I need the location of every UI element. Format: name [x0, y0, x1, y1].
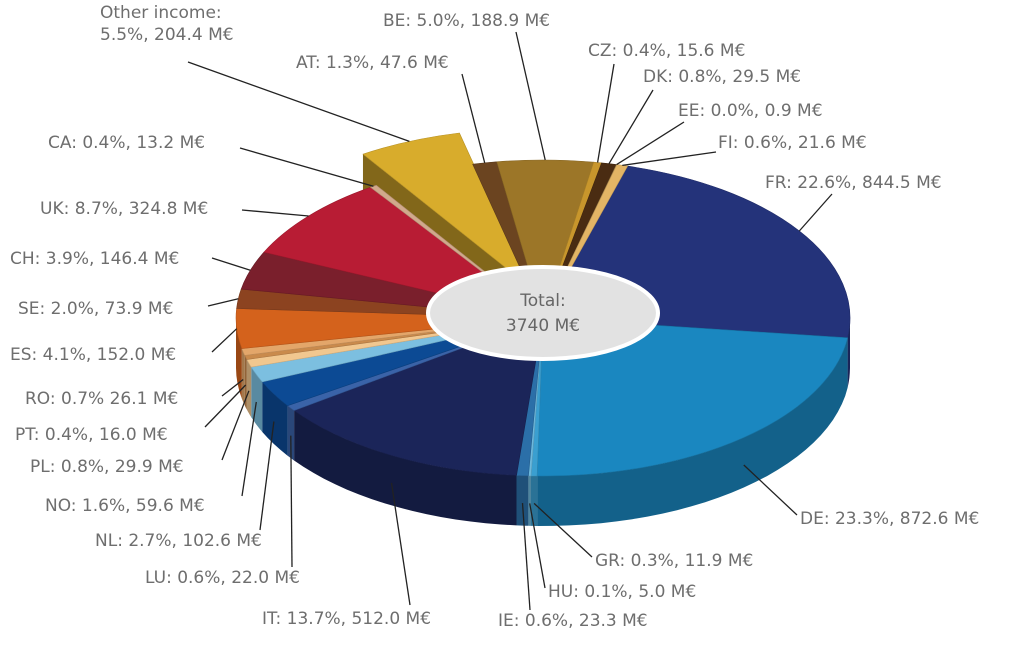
slice-side-de [537, 337, 848, 526]
leader-pl [221, 390, 250, 461]
label-oth: Other income: 5.5%, 204.4 M€ [100, 3, 234, 45]
total-value: 3740 M€ [506, 316, 580, 336]
label-at: AT: 1.3%, 47.6 M€ [296, 53, 449, 73]
slice-side-hu [528, 475, 531, 526]
leader-lines [187, 31, 833, 611]
slice-side-gr [531, 475, 538, 526]
leader-oth [187, 61, 410, 143]
leader-no [241, 401, 257, 497]
label-dk: DK: 0.8%, 29.5 M€ [643, 67, 801, 87]
label-no: NO: 1.6%, 59.6 M€ [45, 496, 205, 516]
leader-uk [241, 209, 309, 217]
slice-side-pl [246, 359, 252, 418]
label-it: IT: 13.7%, 512.0 M€ [262, 609, 431, 629]
slice-labels: FR: 22.6%, 844.5 M€ DE: 23.3%, 872.6 M€ GR… [10, 3, 979, 631]
label-ch: CH: 3.9%, 146.4 M€ [10, 249, 179, 269]
label-es: ES: 4.1%, 152.0 M€ [10, 345, 176, 365]
leader-lu [290, 435, 293, 568]
label-be: BE: 5.0%, 188.9 M€ [383, 11, 550, 31]
label-ie: IE: 0.6%, 23.3 M€ [498, 611, 648, 631]
leader-es [211, 328, 238, 353]
label-pl: PL: 0.8%, 29.9 M€ [30, 457, 184, 477]
leader-fi [622, 151, 717, 167]
leader-dk [608, 89, 654, 165]
total-ellipse [426, 265, 660, 361]
total-badge: Total: 3740 M€ [426, 265, 660, 361]
label-nl: NL: 2.7%, 102.6 M€ [95, 531, 262, 551]
leader-se [207, 298, 239, 307]
slice-side-nl [262, 381, 288, 456]
leader-ie [521, 503, 531, 611]
label-lu: LU: 0.6%, 22.0 M€ [145, 568, 300, 588]
leader-fr [798, 193, 833, 232]
label-se: SE: 2.0%, 73.9 M€ [18, 299, 173, 319]
label-uk: UK: 8.7%, 324.8 M€ [40, 199, 208, 219]
leader-at [461, 73, 486, 164]
leader-gr [533, 502, 593, 558]
leader-cz [596, 63, 615, 163]
leader-ch [211, 257, 251, 271]
label-hu: HU: 0.1%, 5.0 M€ [548, 582, 696, 602]
leader-ee [616, 121, 685, 166]
slice-side-it [294, 410, 517, 526]
label-cz: CZ: 0.4%, 15.6 M€ [588, 41, 745, 61]
leader-it [390, 482, 411, 606]
slice-oth [362, 132, 530, 288]
label-ee: EE: 0.0%, 0.9 M€ [678, 101, 823, 121]
leader-ro [221, 378, 244, 397]
label-ro: RO: 0.7% 26.1 M€ [25, 389, 178, 409]
label-ca: CA: 0.4%, 13.2 M€ [48, 133, 205, 153]
leader-nl [259, 421, 275, 531]
leader-ca [239, 147, 374, 187]
leader-de [743, 464, 798, 516]
label-fr: FR: 22.6%, 844.5 M€ [765, 173, 942, 193]
slice-side-es [236, 318, 242, 399]
slice-side-ie [516, 475, 529, 526]
slice-side-ro [241, 348, 245, 406]
leader-hu [529, 503, 546, 589]
label-pt: PT: 0.4%, 16.0 M€ [15, 425, 168, 445]
label-de: DE: 23.3%, 872.6 M€ [800, 509, 979, 529]
label-fi: FI: 0.6%, 21.6 M€ [718, 133, 867, 153]
slice-side-lu [287, 405, 295, 461]
slice-de [536, 317, 848, 477]
slice-it [293, 317, 544, 476]
leader-pt [204, 384, 247, 428]
label-gr: GR: 0.3%, 11.9 M€ [595, 551, 753, 571]
leader-be [515, 31, 546, 161]
total-label: Total: [519, 291, 565, 311]
